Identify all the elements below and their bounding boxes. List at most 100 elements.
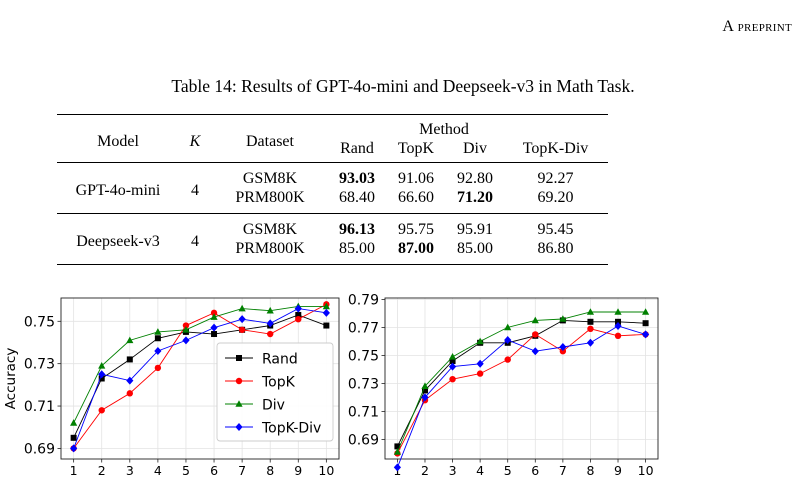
data-point	[559, 315, 567, 322]
series-topk-div	[393, 322, 650, 472]
topk-cell: 66.60	[398, 189, 434, 206]
y-tick-label: 0.69	[24, 441, 55, 457]
rand-cell: 96.13	[339, 221, 375, 238]
y-tick-label: 0.77	[348, 320, 379, 336]
series-div	[393, 308, 650, 455]
x-tick-label: 10	[638, 463, 654, 478]
series-line	[396, 325, 646, 468]
x-tick-label: 10	[318, 463, 334, 478]
table-row: PRM800K 68.40 66.60 71.20 69.20	[57, 188, 608, 214]
data-point	[182, 322, 190, 329]
topk-cell: 95.75	[398, 221, 434, 238]
header-div: Div	[463, 140, 487, 157]
data-point	[294, 304, 302, 313]
data-point	[504, 356, 511, 363]
y-tick-label: 0.71	[348, 404, 379, 420]
data-point	[559, 348, 567, 355]
data-point	[98, 375, 105, 382]
data-point	[615, 318, 622, 325]
data-point	[323, 322, 330, 329]
x-tick-label: 2	[421, 463, 429, 478]
model-cell: GPT-4o-mini	[75, 181, 161, 199]
data-point	[531, 347, 539, 356]
legend-label: TopK	[261, 375, 296, 391]
topk-cell: 87.00	[398, 240, 434, 257]
y-tick-label: 0.75	[348, 348, 379, 364]
y-tick-label: 0.75	[24, 314, 55, 330]
dataset-cell: GSM8K	[242, 221, 298, 238]
data-point	[126, 376, 134, 385]
series-line	[73, 306, 327, 424]
x-tick-label: 6	[210, 463, 218, 478]
series-topk-div	[70, 304, 330, 453]
x-tick-label: 8	[266, 463, 274, 478]
series-line	[397, 319, 646, 447]
x-tick-label: 6	[531, 463, 539, 478]
legend-marker	[235, 423, 243, 431]
data-point	[586, 338, 595, 347]
data-point	[476, 370, 484, 377]
div-cell: 95.91	[457, 221, 493, 238]
topkdiv-cell: 95.45	[537, 221, 574, 238]
data-point	[238, 304, 246, 312]
data-point	[154, 335, 161, 342]
data-point	[295, 315, 302, 323]
running-head: A preprint	[722, 18, 792, 35]
data-point	[421, 393, 429, 402]
model-cell: Deepseek-v3	[76, 232, 160, 250]
x-tick-label: 2	[98, 463, 106, 478]
y-tick-label: 0.73	[348, 376, 379, 392]
data-point	[295, 311, 302, 318]
y-axis-label: Accuracy	[3, 348, 19, 410]
series-line	[397, 328, 646, 454]
data-point	[126, 356, 133, 363]
data-point	[98, 361, 106, 369]
x-tick-label: 5	[504, 463, 512, 478]
topkdiv-cell: 86.80	[537, 240, 574, 257]
legend-label: Rand	[262, 352, 298, 368]
dataset-cell: GSM8K	[242, 170, 298, 187]
data-point	[448, 362, 457, 371]
data-point	[266, 319, 274, 328]
table-row: Deepseek-v3 4 GSM8K 96.13 95.75 95.91 95…	[57, 214, 608, 250]
div-cell: 92.80	[457, 170, 493, 187]
y-tick-label: 0.79	[348, 292, 379, 308]
topk-cell: 91.06	[398, 170, 434, 187]
data-point	[393, 448, 402, 455]
data-point	[70, 444, 78, 453]
series-line	[73, 303, 327, 449]
accuracy-chart-left: 1 2 3 4 5 6 7 8 9 10 0.69 0.71 0.73 0.75 Accuracy Rand T…	[3, 297, 340, 478]
data-point	[211, 331, 218, 338]
data-point	[421, 382, 429, 389]
data-point	[322, 308, 330, 317]
data-point	[70, 434, 77, 441]
header-rand: Rand	[340, 140, 374, 157]
div-cell: 85.00	[457, 240, 493, 257]
dataset-cell: PRM800K	[235, 240, 305, 257]
legend-label: TopK-Div	[261, 421, 321, 437]
data-point	[126, 390, 133, 397]
x-tick-label: 4	[154, 463, 162, 478]
data-point	[266, 306, 274, 314]
data-point	[449, 358, 456, 364]
data-point	[587, 318, 594, 325]
dataset-cell: PRM800K	[235, 189, 305, 206]
k-cell: 4	[191, 181, 199, 199]
data-point	[476, 359, 484, 368]
series-line	[73, 308, 327, 449]
table-row: PRM800K 85.00 87.00 85.00 86.80	[57, 239, 608, 265]
data-point	[504, 323, 512, 331]
data-point	[210, 313, 218, 320]
header-method: Method	[419, 121, 469, 138]
data-point	[98, 370, 106, 379]
x-tick-label: 9	[294, 463, 302, 478]
x-tick-label: 1	[70, 463, 78, 478]
data-point	[614, 308, 622, 315]
data-point	[586, 308, 595, 315]
data-point	[532, 331, 539, 338]
x-tick-label: 8	[586, 463, 594, 478]
topkdiv-cell: 69.20	[537, 189, 574, 206]
data-point	[154, 328, 162, 335]
x-tick-label: 7	[559, 463, 567, 478]
